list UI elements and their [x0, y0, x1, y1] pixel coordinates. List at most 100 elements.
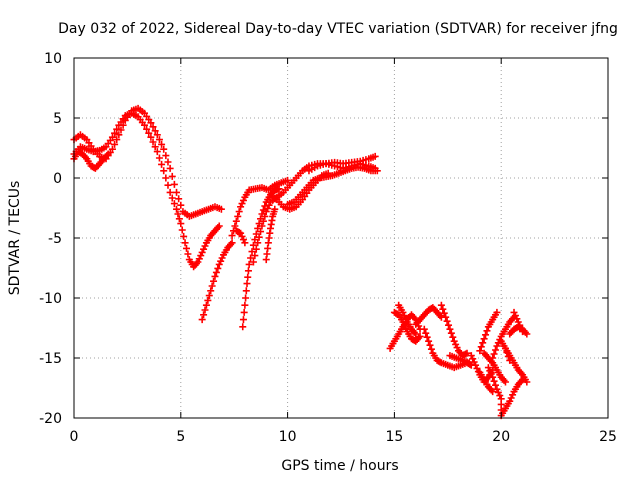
- data-track: [305, 160, 379, 175]
- data-point: [420, 325, 428, 333]
- data-point: [182, 244, 190, 252]
- data-point: [180, 232, 188, 240]
- data-point: [241, 239, 249, 247]
- data-point: [503, 348, 511, 356]
- data-point: [151, 143, 159, 151]
- data-point: [242, 287, 250, 295]
- x-tick-label: 25: [599, 429, 617, 445]
- y-tick-label: -5: [48, 231, 62, 247]
- data-point: [423, 333, 431, 341]
- data-point: [402, 324, 410, 332]
- data-track: [446, 352, 473, 367]
- data-track: [70, 148, 112, 172]
- data-track: [70, 109, 223, 271]
- x-tick-label: 15: [385, 429, 403, 445]
- data-point: [200, 245, 208, 253]
- data-track: [198, 239, 236, 324]
- data-point: [271, 205, 279, 213]
- data-point: [496, 392, 504, 400]
- data-point: [261, 212, 269, 220]
- data-point: [440, 309, 448, 317]
- data-point: [486, 367, 494, 375]
- data-point: [208, 282, 216, 290]
- data-point: [215, 260, 223, 268]
- data-point: [402, 315, 410, 323]
- data-point: [151, 127, 159, 135]
- data-point: [237, 229, 245, 237]
- data-point: [108, 133, 116, 141]
- y-axis-label: SDTVAR / TECUs: [7, 181, 23, 296]
- data-point: [463, 349, 471, 357]
- data-point: [207, 287, 215, 295]
- data-point: [506, 356, 514, 364]
- data-point: [249, 241, 257, 249]
- data-point: [242, 294, 250, 302]
- data-point: [516, 321, 524, 329]
- data-point: [184, 250, 192, 258]
- data-point: [212, 268, 220, 276]
- data-point: [371, 164, 379, 172]
- data-track: [239, 185, 283, 331]
- data-point: [147, 133, 155, 141]
- data-point: [145, 129, 153, 137]
- data-point: [519, 328, 527, 336]
- data-point: [479, 339, 487, 347]
- data-point: [255, 233, 263, 241]
- data-point: [467, 352, 475, 360]
- data-point: [480, 335, 488, 343]
- data-point: [453, 344, 461, 352]
- data-track: [476, 368, 497, 396]
- data-point: [482, 331, 490, 339]
- data-point: [164, 181, 172, 189]
- data-point: [449, 333, 457, 341]
- data-point: [155, 154, 163, 162]
- data-point: [177, 201, 185, 209]
- data-point: [412, 330, 420, 338]
- data-point: [509, 391, 517, 399]
- data-track: [395, 301, 420, 338]
- data-point: [178, 226, 186, 234]
- data-point: [113, 125, 121, 133]
- data-point: [211, 272, 219, 280]
- data-point: [197, 252, 205, 260]
- data-point: [245, 260, 253, 268]
- data-point: [214, 264, 222, 272]
- data-point: [173, 205, 181, 213]
- data-point: [262, 208, 270, 216]
- data-point: [239, 236, 247, 244]
- x-tick-label: 10: [279, 429, 297, 445]
- data-point: [149, 138, 157, 146]
- y-tick-label: -15: [39, 351, 62, 367]
- data-point: [166, 188, 174, 196]
- data-point: [507, 394, 515, 402]
- data-point: [427, 345, 435, 353]
- data-point: [371, 152, 379, 160]
- data-point: [425, 337, 433, 345]
- data-point: [217, 205, 225, 213]
- data-point: [399, 308, 407, 316]
- x-tick-label: 0: [70, 429, 79, 445]
- data-point: [247, 254, 255, 262]
- data-point: [198, 316, 206, 324]
- data-point: [490, 350, 498, 358]
- data-point: [113, 136, 121, 144]
- data-point: [205, 292, 213, 300]
- data-point: [232, 217, 240, 225]
- data-point: [238, 200, 246, 208]
- data-point: [437, 301, 445, 309]
- data-track: [497, 337, 514, 364]
- data-point: [153, 148, 161, 156]
- data-point: [200, 311, 208, 319]
- data-point: [195, 255, 203, 263]
- data-point: [234, 212, 242, 220]
- data-point: [198, 248, 206, 256]
- data-point: [244, 273, 252, 281]
- data-point: [194, 258, 202, 266]
- data-point: [249, 258, 257, 266]
- data-point: [445, 321, 453, 329]
- data-point: [166, 164, 174, 172]
- data-point: [243, 280, 251, 288]
- data-point: [251, 252, 259, 260]
- data-point: [158, 140, 166, 148]
